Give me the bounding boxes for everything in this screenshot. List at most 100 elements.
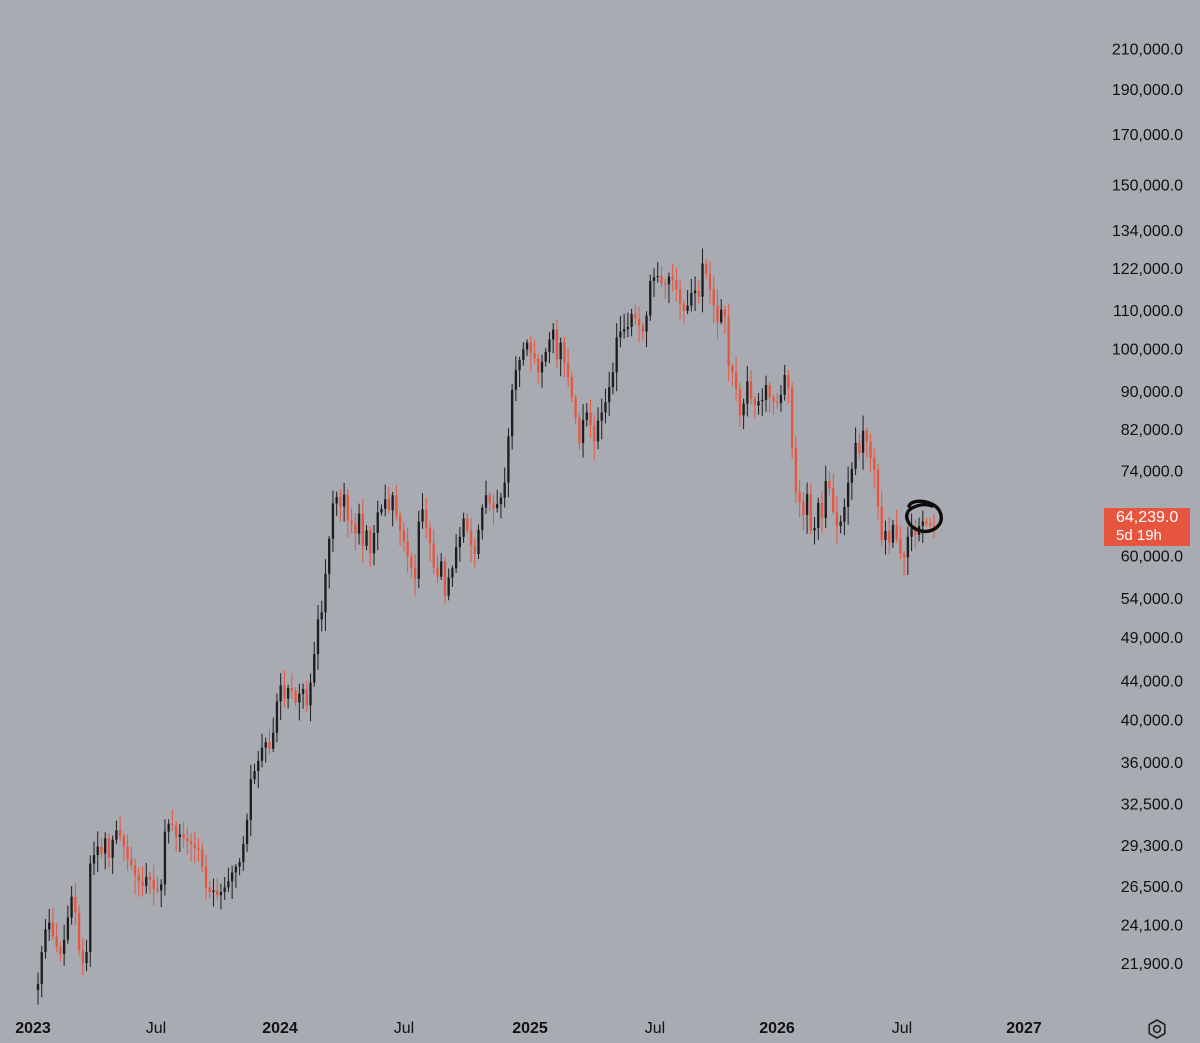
candle [678, 279, 682, 320]
candle [925, 517, 928, 527]
candle [861, 415, 865, 470]
candle [869, 433, 872, 473]
candle [731, 363, 734, 387]
candle [641, 322, 644, 341]
candle [693, 276, 697, 312]
candle [141, 866, 144, 897]
candle [376, 500, 379, 551]
candle [604, 388, 607, 424]
candle [910, 513, 913, 552]
price-tick-label: 122,000.0 [1112, 261, 1183, 278]
candle [548, 331, 551, 364]
candle [201, 843, 204, 873]
candle [85, 940, 88, 972]
candle [832, 473, 835, 515]
candle [133, 858, 137, 894]
candle [391, 491, 394, 527]
candle [813, 516, 816, 545]
candle [346, 488, 350, 538]
candle [507, 428, 510, 498]
candle [458, 527, 462, 562]
candle [888, 517, 891, 555]
candle [447, 568, 450, 601]
candle [290, 672, 294, 699]
candle [406, 527, 409, 573]
price-tick-label: 36,000.0 [1121, 755, 1183, 772]
candle [563, 336, 566, 377]
time-axis[interactable]: 2023 Jul 2024 Jul 2025 Jul 2026 Jul 2027 [15, 1020, 1042, 1037]
candle [876, 464, 880, 520]
candle [171, 810, 174, 831]
candle [481, 504, 484, 540]
price-tick-label: 32,500.0 [1121, 796, 1183, 813]
candle [540, 354, 544, 388]
current-price: 64,239.0 [1116, 509, 1179, 526]
candle [115, 820, 118, 845]
candle [313, 641, 316, 687]
price-tick-label: 40,000.0 [1121, 712, 1183, 729]
candle [51, 908, 55, 940]
time-tick-label: Jul [645, 1020, 665, 1037]
candle [776, 392, 779, 409]
candle [253, 763, 256, 784]
candle [817, 497, 820, 540]
candle [708, 261, 712, 304]
candle [798, 480, 801, 518]
candle [324, 559, 327, 631]
time-tick-label: 2027 [1006, 1020, 1042, 1037]
candle [600, 398, 603, 440]
candle [294, 687, 297, 707]
candle [77, 905, 81, 957]
candle [828, 471, 831, 496]
candle [824, 465, 827, 528]
candle [835, 495, 839, 544]
price-axis[interactable]: 210,000.0 190,000.0 170,000.0 150,000.0 134,… [1112, 41, 1183, 973]
candle [178, 824, 182, 852]
candle [339, 488, 342, 522]
candle [242, 836, 245, 871]
candle [608, 371, 611, 417]
candle [873, 448, 876, 489]
price-tick-label: 60,000.0 [1121, 548, 1183, 565]
time-tick-label: 2026 [759, 1020, 795, 1037]
candle [570, 371, 574, 403]
candle [768, 381, 771, 413]
candle [884, 520, 887, 555]
candle [753, 396, 756, 419]
candle [533, 340, 536, 364]
candle [384, 484, 387, 517]
candle [257, 750, 260, 789]
candle [477, 524, 480, 560]
price-tick-label: 90,000.0 [1121, 384, 1183, 401]
candle [417, 510, 420, 589]
candle [283, 670, 286, 708]
candle [660, 265, 663, 288]
candle [637, 306, 641, 343]
candle [130, 846, 133, 870]
candle [219, 883, 223, 910]
candle [469, 518, 473, 563]
candle [193, 831, 196, 864]
candle [652, 268, 656, 297]
candle [764, 375, 768, 412]
candle [275, 693, 279, 743]
candle [216, 878, 219, 900]
candle [611, 362, 615, 395]
candle [354, 512, 357, 551]
candle [413, 553, 417, 597]
candle [914, 519, 917, 549]
candle [107, 833, 111, 868]
hand-drawn-circle-annotation [905, 499, 943, 533]
candle [328, 536, 331, 589]
price-tick-label: 150,000.0 [1112, 178, 1183, 195]
candle [802, 492, 805, 531]
candle [716, 289, 719, 340]
candle [496, 489, 499, 513]
candle [734, 356, 738, 402]
price-tick-label: 29,300.0 [1121, 838, 1183, 855]
candle [89, 855, 92, 968]
settings-gear-icon[interactable] [1146, 1018, 1168, 1040]
candle [899, 526, 902, 560]
candle [286, 684, 290, 709]
